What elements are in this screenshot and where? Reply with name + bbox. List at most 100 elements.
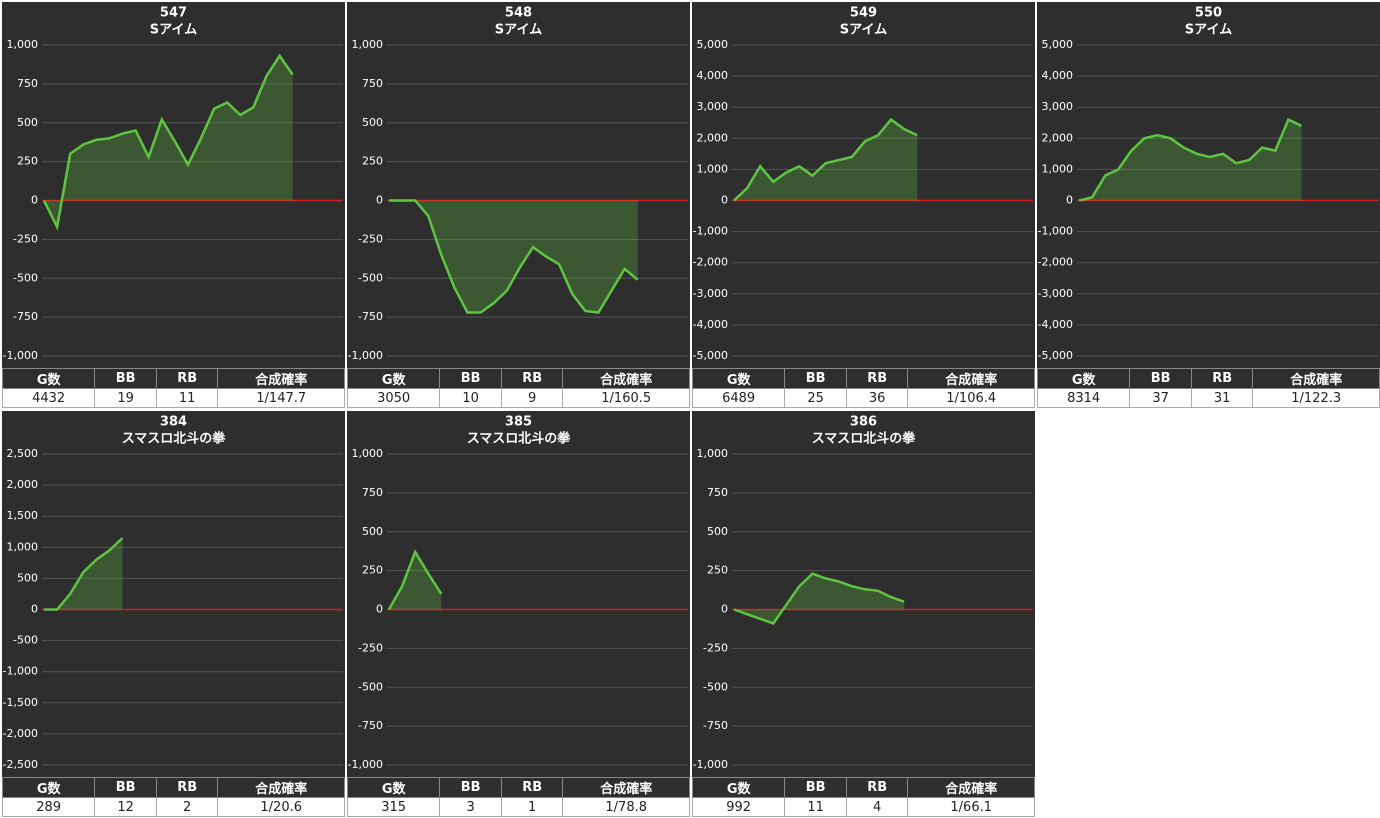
area: [389, 200, 638, 313]
y-tick-label: 1,000: [1042, 162, 1074, 175]
header-cell: BB: [94, 777, 157, 798]
y-tick-label: 250: [362, 564, 383, 577]
y-tick-label: -1,000: [348, 758, 383, 771]
value-cell: 25: [784, 388, 847, 408]
header-cell: G数: [1, 777, 96, 798]
header-row: G数 BB RB 合成確率: [1, 368, 345, 389]
header-cell: BB: [94, 368, 157, 389]
chart-title: 549: [850, 6, 877, 21]
y-tick-label: 1,000: [697, 447, 729, 460]
line: [44, 537, 124, 611]
y-tick-label: -2,000: [3, 727, 38, 740]
chart-subtitle: スマスロ北斗の拳: [812, 431, 917, 447]
value-cell: 1/78.8: [562, 797, 690, 817]
chart-subtitle: Sアイム: [150, 23, 197, 38]
line: [387, 549, 443, 611]
chart-title: 547: [160, 6, 187, 21]
y-tick-label: -500: [358, 680, 383, 693]
stats-table: G数 BB RB 合成確率 6489 25 36 1/106.4: [691, 368, 1035, 408]
y-tick-label: -750: [13, 310, 38, 323]
value-cell: 19: [94, 388, 157, 408]
y-tick-label: 0: [376, 194, 383, 207]
area: [734, 119, 918, 201]
value-row: 6489 25 36 1/106.4: [691, 388, 1035, 408]
header-cell: BB: [784, 368, 847, 389]
y-tick-label: -4,000: [1038, 318, 1073, 331]
y-tick-label: 0: [31, 603, 38, 616]
y-tick-label: 3,000: [1042, 100, 1074, 113]
y-tick-label: -1,000: [1038, 225, 1073, 238]
header-cell: 合成確率: [562, 368, 690, 389]
value-cell: 31: [1190, 388, 1254, 408]
header-cell: G数: [346, 777, 441, 798]
line: [733, 117, 918, 202]
y-tick-label: -250: [358, 641, 383, 654]
y-tick-label: -2,000: [1038, 256, 1073, 269]
y-tick-label: 1,500: [7, 509, 39, 522]
value-cell: 1/160.5: [562, 388, 690, 408]
y-tick-label: 0: [31, 194, 38, 207]
y-tick-label: -500: [358, 271, 383, 284]
y-tick-label: 0: [721, 603, 728, 616]
y-tick-label: 5,000: [1042, 38, 1074, 51]
header-cell: 合成確率: [907, 368, 1035, 389]
chart-subtitle: Sアイム: [840, 23, 887, 38]
value-cell: 2: [155, 797, 219, 817]
header-cell: G数: [691, 777, 786, 798]
value-cell: 289: [1, 797, 96, 817]
value-cell: 6489: [691, 388, 786, 408]
value-cell: 992: [691, 797, 786, 817]
y-tick-label: 250: [707, 564, 728, 577]
value-cell: 9: [500, 388, 564, 408]
chart-title: 548: [505, 6, 532, 21]
value-cell: 1/106.4: [907, 388, 1035, 408]
value-row: 8314 37 31 1/122.3: [1036, 388, 1380, 408]
value-cell: 1/20.6: [217, 797, 345, 817]
value-cell: 11: [155, 388, 219, 408]
header-row: G数 BB RB 合成確率: [691, 368, 1035, 389]
value-cell: 3050: [346, 388, 441, 408]
y-tick-label: 2,000: [1042, 131, 1074, 144]
header-cell: RB: [155, 368, 219, 389]
y-tick-label: -250: [13, 232, 38, 245]
value-cell: 4432: [1, 388, 96, 408]
y-tick-label: 500: [17, 116, 38, 129]
chart-panel: 548 Sアイム -1,000 -750 -500 -250 0 250 500 750 1,000…: [346, 2, 690, 408]
y-tick-label: -1,000: [348, 349, 383, 362]
header-cell: RB: [845, 368, 909, 389]
y-tick-label: -1,000: [3, 665, 38, 678]
header-cell: 合成確率: [907, 777, 1035, 798]
y-tick-label: -1,000: [3, 349, 38, 362]
chart-subtitle: Sアイム: [495, 23, 542, 38]
header-cell: RB: [155, 777, 219, 798]
header-cell: G数: [1036, 368, 1131, 389]
y-tick-label: -5,000: [693, 349, 728, 362]
y-tick-label: -250: [703, 641, 728, 654]
header-cell: BB: [1129, 368, 1192, 389]
y-tick-label: 1,000: [7, 38, 39, 51]
chart-title: 385: [505, 415, 532, 430]
y-tick-label: 2,000: [7, 478, 39, 491]
chart: 550 Sアイム -5,000 -4,000 -3,000 -2,000 -1,000 0 1,…: [1037, 2, 1380, 368]
y-tick-label: 5,000: [697, 38, 729, 51]
y-tick-label: 2,500: [7, 447, 39, 460]
line: [42, 53, 294, 231]
header-cell: BB: [784, 777, 847, 798]
header-cell: RB: [845, 777, 909, 798]
value-cell: 3: [439, 797, 502, 817]
y-tick-label: -4,000: [693, 318, 728, 331]
y-tick-label: 500: [362, 116, 383, 129]
value-row: 992 11 4 1/66.1: [691, 797, 1035, 817]
chart: 549 Sアイム -5,000 -4,000 -3,000 -2,000 -1,000 0 1,…: [692, 2, 1035, 368]
header-row: G数 BB RB 合成確率: [1, 777, 345, 798]
y-tick-label: -750: [703, 719, 728, 732]
y-tick-label: 750: [17, 77, 38, 90]
value-row: 4432 19 11 1/147.7: [1, 388, 345, 408]
y-tick-label: -1,000: [693, 758, 728, 771]
value-cell: 1: [500, 797, 564, 817]
y-tick-label: 500: [362, 525, 383, 538]
header-cell: RB: [500, 368, 564, 389]
